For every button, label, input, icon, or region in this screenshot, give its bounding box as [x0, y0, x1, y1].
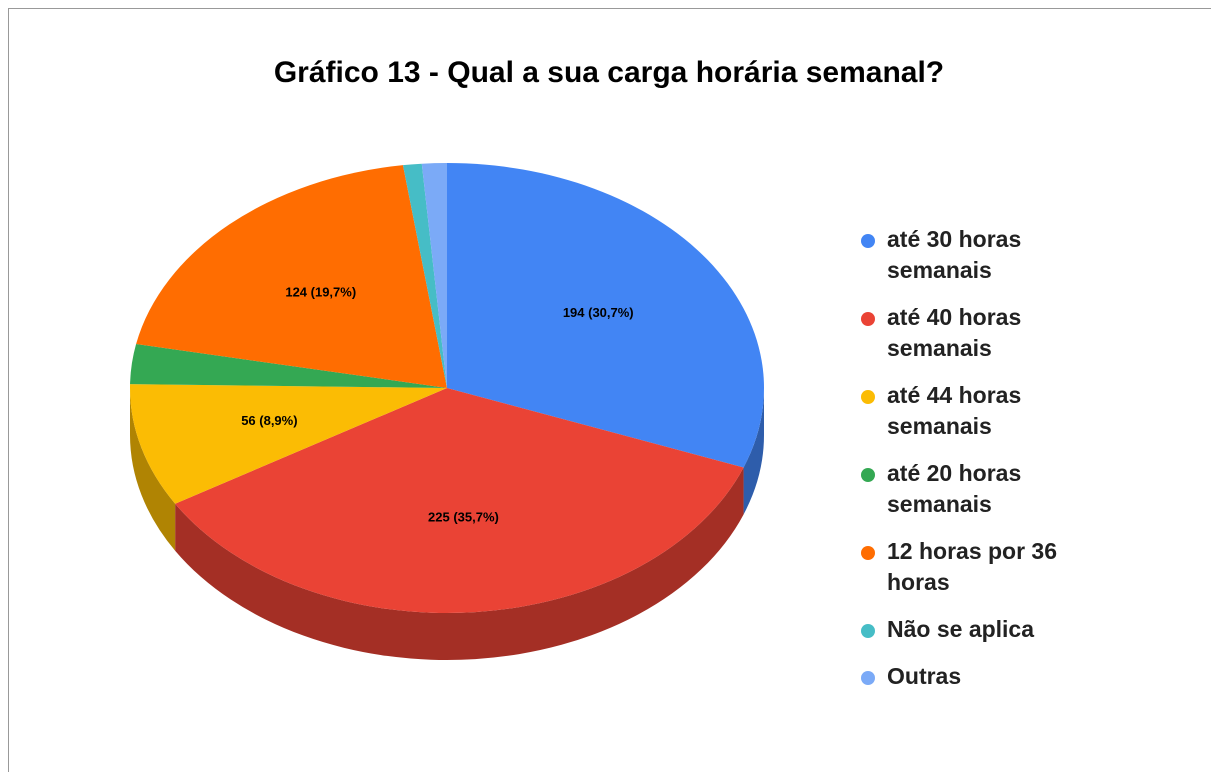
legend-marker [861, 624, 875, 638]
legend-label: Não se aplica [887, 616, 1034, 642]
slice [136, 165, 447, 388]
slice [402, 163, 447, 388]
slice [130, 344, 447, 388]
data-label: 124 (19,7%) [285, 285, 356, 300]
slice [130, 384, 447, 504]
legend-label: até 20 horas semanais [887, 460, 1021, 517]
legend-marker [861, 390, 875, 404]
legend-label: até 30 horas semanais [887, 226, 1021, 283]
legend-marker [861, 312, 875, 326]
chart-title: Gráfico 13 - Qual a sua carga horária se… [274, 56, 944, 89]
slice-side [175, 467, 744, 660]
slice-side [130, 388, 176, 551]
slice [421, 163, 447, 388]
slice-side [743, 388, 764, 515]
slice [175, 388, 744, 613]
legend-marker [861, 546, 875, 560]
legend-label: Outras [887, 663, 961, 689]
data-label: 194 (30,7%) [563, 305, 634, 320]
legend-label: 12 horas por 36 horas [887, 538, 1057, 595]
slice [447, 163, 764, 468]
legend-label: até 40 horas semanais [887, 304, 1021, 361]
legend-marker [861, 671, 875, 685]
data-label: 56 (8,9%) [241, 413, 297, 428]
legend-marker [861, 468, 875, 482]
legend-marker [861, 234, 875, 248]
data-label: 225 (35,7%) [428, 509, 499, 524]
legend-label: até 44 horas semanais [887, 382, 1021, 439]
